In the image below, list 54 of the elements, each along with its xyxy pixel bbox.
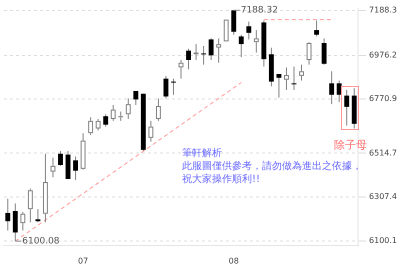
candlestick: [28, 188, 33, 223]
candlestick: [163, 75, 168, 99]
annotation: 除子母: [334, 138, 367, 152]
candlestick: [133, 90, 138, 106]
candlestick: [178, 59, 184, 80]
candlestick: [344, 89, 350, 126]
candlestick: [118, 111, 124, 122]
candlestick: [284, 66, 289, 90]
candlestick: [103, 114, 108, 128]
candlestick: [171, 78, 176, 96]
x-tick-label: 07: [78, 256, 88, 266]
annotation: 此服圖僅供參考，請勿做為進出之依據，: [182, 160, 362, 172]
candlestick: [208, 38, 214, 60]
candlestick: [88, 116, 94, 136]
candlestick: [306, 42, 312, 66]
candlestick: [50, 157, 56, 178]
candlestick: [156, 98, 161, 122]
candlestick: [254, 30, 259, 54]
candlestick: [110, 104, 116, 122]
y-tick-label: 6770.9: [369, 94, 398, 103]
y-tick-label: 6100.1: [369, 236, 398, 246]
candlestick: [224, 19, 229, 42]
annotation: 6100.08: [22, 236, 60, 246]
annotation: 祝大家操作順利!!: [182, 173, 260, 185]
candlestick: [216, 38, 222, 64]
candlestick: [42, 153, 48, 223]
candlestick: [126, 98, 131, 120]
candlestick: [194, 44, 199, 60]
annotation: 筆軒解析: [182, 147, 222, 159]
annotation: 7188.32: [240, 6, 278, 16]
candlestick: [231, 10, 236, 36]
candlestick: [20, 211, 26, 232]
candlestick: [276, 73, 282, 98]
y-tick-label: 6976.2: [369, 50, 398, 60]
candlestick: [58, 150, 63, 166]
candlestick: [80, 132, 86, 170]
candlestick: [12, 202, 18, 242]
candlestick: [314, 20, 320, 37]
y-tick-label: 6514.7: [369, 148, 398, 158]
candlestick: [322, 38, 327, 66]
candlestick: [336, 80, 342, 103]
candlestick: [148, 120, 154, 142]
y-tick-label: 6307.4: [369, 192, 398, 202]
candlestick: [96, 118, 101, 131]
candlestick: [73, 156, 78, 181]
candlestick: [329, 70, 334, 105]
x-tick-label: 08: [228, 256, 239, 266]
y-tick-label: 7188.3: [369, 5, 398, 14]
candlestick: [299, 64, 304, 82]
candlestick: [186, 48, 191, 70]
candlestick: [292, 66, 296, 90]
candlestick: [246, 21, 252, 40]
candlestick: [238, 34, 244, 58]
candlestick: [201, 45, 206, 66]
